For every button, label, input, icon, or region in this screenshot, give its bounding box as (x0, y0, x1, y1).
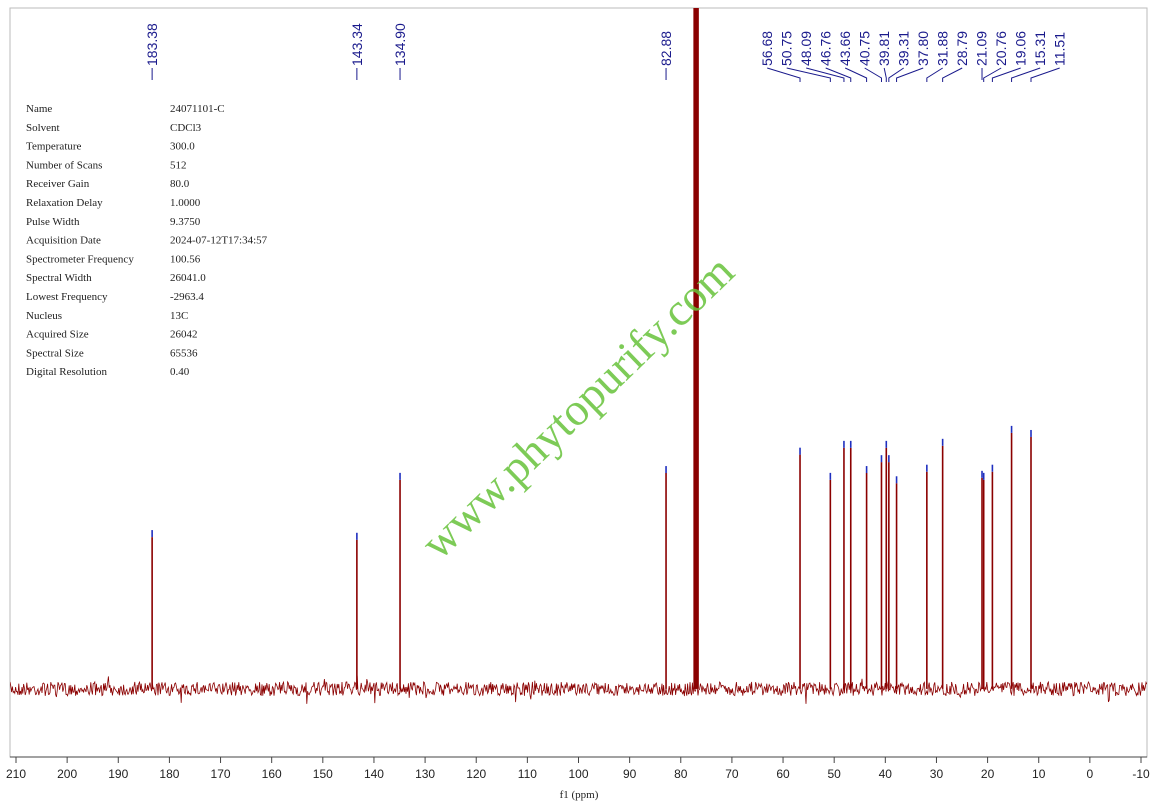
x-tick-label: 130 (415, 767, 435, 781)
peak-label: 11.51 (1052, 32, 1068, 66)
label-leader (926, 67, 943, 82)
peak-label: 15.31 (1032, 31, 1048, 66)
param-value: 26042 (170, 329, 198, 341)
peak-label: 56.68 (759, 31, 775, 66)
param-label: Nucleus (26, 310, 62, 322)
x-tick-label: -10 (1132, 767, 1150, 781)
x-tick-label: 160 (262, 767, 282, 781)
label-leader (883, 67, 887, 82)
x-tick-label: 30 (930, 767, 944, 781)
param-value: 24071101-C (170, 103, 225, 115)
param-label: Spectrometer Frequency (26, 253, 134, 265)
peak-label: 48.09 (798, 31, 814, 66)
label-leader (767, 67, 801, 82)
param-value: 300.0 (170, 141, 195, 153)
x-axis-label: f1 (ppm) (560, 789, 599, 801)
label-leader (844, 67, 868, 82)
param-value: 13C (170, 310, 188, 322)
x-tick-label: 50 (828, 767, 842, 781)
peak-label: 82.88 (658, 31, 674, 66)
label-leader (942, 67, 963, 82)
param-value: 512 (170, 159, 187, 171)
x-tick-label: 40 (879, 767, 893, 781)
param-label: Pulse Width (26, 216, 80, 228)
param-label: Relaxation Delay (26, 197, 103, 209)
param-value: 2024-07-12T17:34:57 (170, 235, 268, 247)
label-leader (786, 67, 831, 82)
param-value: -2963.4 (170, 291, 204, 303)
label-leader (1011, 67, 1041, 82)
param-value: CDCl3 (170, 122, 202, 134)
x-tick-label: 150 (313, 767, 333, 781)
param-label: Spectral Width (26, 272, 92, 284)
param-label: Number of Scans (26, 159, 102, 171)
label-leader (1030, 67, 1060, 82)
peak-label: 43.66 (837, 31, 853, 66)
x-tick-label: 80 (674, 767, 688, 781)
param-label: Acquisition Date (26, 235, 101, 247)
baseline-noise-group (10, 675, 1147, 704)
peak-label: 183.38 (144, 23, 160, 66)
baseline-noise (10, 675, 1147, 704)
label-leader (806, 67, 845, 82)
x-tick-label: 210 (6, 767, 26, 781)
param-label: Receiver Gain (26, 178, 90, 190)
peak-label: 28.79 (954, 31, 970, 66)
x-tick-label: 0 (1087, 767, 1094, 781)
param-value: 0.40 (170, 366, 190, 378)
param-label: Temperature (26, 141, 82, 153)
x-tick-label: 190 (108, 767, 128, 781)
x-tick-label: 20 (981, 767, 995, 781)
peak-label: 31.88 (935, 31, 951, 66)
param-value: 1.0000 (170, 197, 201, 209)
peak-label: 50.75 (779, 31, 795, 66)
label-leader (896, 67, 924, 82)
param-value: 100.56 (170, 253, 201, 265)
label-leader (825, 67, 852, 82)
x-tick-label: 10 (1032, 767, 1046, 781)
x-tick-label: 180 (159, 767, 179, 781)
param-value: 80.0 (170, 178, 190, 190)
peak-label: 40.75 (857, 31, 873, 66)
peak-label: 20.76 (993, 31, 1009, 66)
x-tick-label: 70 (725, 767, 739, 781)
label-leader (864, 67, 882, 82)
label-leader (983, 67, 1002, 82)
peak-label: 46.76 (818, 31, 834, 66)
x-tick-label: 120 (466, 767, 486, 781)
peak-label: 143.34 (349, 23, 365, 66)
param-label: Lowest Frequency (26, 291, 108, 303)
param-label: Digital Resolution (26, 366, 107, 378)
peak-label: 134.90 (392, 23, 408, 66)
param-value: 65536 (170, 347, 198, 359)
param-value: 26041.0 (170, 272, 206, 284)
peak-label: 37.80 (915, 31, 931, 66)
x-tick-label: 110 (518, 767, 537, 781)
param-label: Solvent (26, 122, 60, 134)
x-tick-label: 140 (364, 767, 384, 781)
x-tick-label: 200 (57, 767, 77, 781)
x-tick-label: 90 (623, 767, 637, 781)
x-tick-label: 170 (211, 767, 231, 781)
x-tick-label: 100 (568, 767, 588, 781)
param-label: Acquired Size (26, 329, 89, 341)
peak-label: 21.09 (974, 31, 990, 66)
peak-label: 39.31 (896, 31, 912, 66)
peak-label: 39.81 (876, 31, 892, 66)
label-leader (888, 67, 904, 82)
peak-label: 19.06 (1013, 31, 1029, 66)
label-leader (991, 67, 1021, 82)
param-label: Spectral Size (26, 347, 84, 359)
x-tick-label: 60 (776, 767, 790, 781)
peaks-group (151, 8, 1032, 689)
param-label: Name (26, 103, 52, 115)
param-value: 9.3750 (170, 216, 201, 228)
